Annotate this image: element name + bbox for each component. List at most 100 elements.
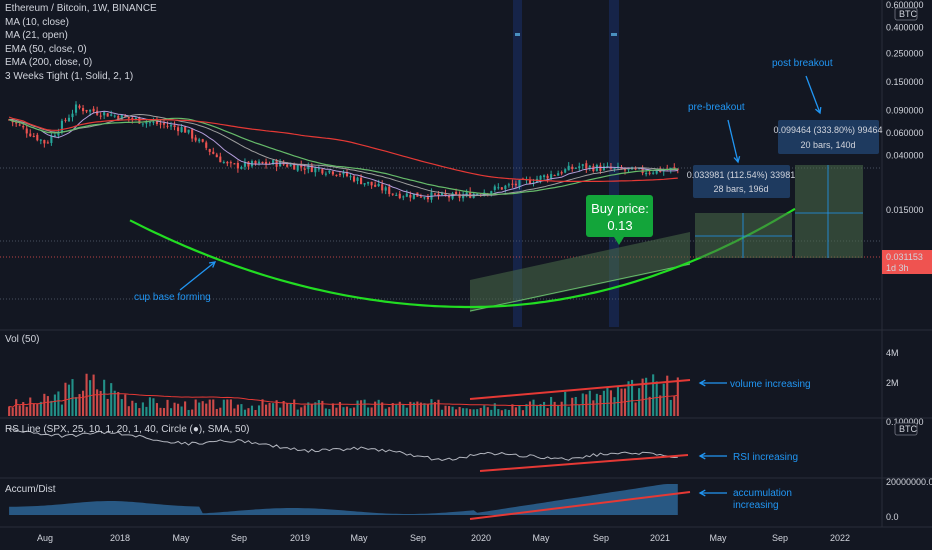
candle	[374, 184, 377, 187]
volume-bar	[370, 407, 373, 416]
candle	[581, 164, 584, 166]
candle	[627, 168, 630, 170]
candle	[447, 195, 451, 198]
candle	[296, 165, 299, 171]
candle	[60, 120, 63, 133]
volume-bar	[616, 385, 620, 416]
candle	[180, 127, 183, 132]
candle	[384, 187, 387, 191]
volume-bar	[648, 396, 651, 416]
candle	[152, 121, 155, 123]
candle	[134, 118, 137, 120]
volume-bar	[303, 405, 306, 416]
volume-bar	[588, 390, 591, 416]
volume-bar	[257, 405, 261, 416]
volume-bar	[89, 380, 92, 416]
volume-bar	[53, 394, 56, 416]
time-tick-label: Sep	[410, 533, 426, 543]
volume-bar	[447, 406, 451, 416]
rs-tick: 0.100000	[886, 417, 924, 427]
volume-tick-2m: 2M	[886, 378, 899, 388]
measure-box-pre	[695, 213, 792, 258]
candle	[279, 161, 282, 167]
price-tick-label: 0.060000	[886, 128, 924, 138]
ma21-line	[9, 113, 678, 197]
volume-bar	[342, 407, 345, 416]
candle	[240, 167, 243, 169]
indicator-3wt[interactable]: 3 Weeks Tight (1, Solid, 2, 1)	[5, 70, 134, 82]
indicator-ma10[interactable]: MA (10, close)	[5, 16, 69, 28]
volume-bar	[497, 409, 500, 416]
candle	[317, 168, 320, 170]
volume-bar	[289, 403, 292, 416]
volume-bar	[261, 399, 264, 416]
price-tick-label: 0.040000	[886, 151, 924, 161]
tight-band	[513, 0, 522, 327]
candle	[641, 167, 644, 174]
candle	[409, 194, 412, 198]
rs-pane-title[interactable]: RS Line (SPX, 25, 10, 1, 20, 1, 40, Circ…	[5, 424, 250, 435]
volume-bar	[11, 407, 14, 416]
volume-bar	[384, 408, 387, 416]
candle	[15, 122, 18, 124]
candle	[602, 166, 605, 171]
candle	[127, 116, 130, 119]
accum-label-line1: accumulation	[733, 488, 792, 499]
candle	[103, 112, 106, 116]
candle	[335, 174, 338, 176]
volume-bar	[173, 402, 176, 416]
accum-label-line2: increasing	[733, 500, 779, 511]
candle	[36, 134, 39, 141]
candle	[177, 127, 180, 132]
volume-bar	[352, 407, 356, 416]
cup-base-arrow	[179, 261, 216, 291]
volume-bar	[606, 386, 609, 416]
volume-bar	[525, 404, 528, 416]
candle	[342, 171, 345, 175]
volume-bar	[103, 379, 106, 416]
candle	[300, 164, 303, 168]
volume-bar	[8, 406, 11, 416]
volume-bar	[141, 402, 144, 416]
volume-bar	[416, 401, 419, 416]
volume-bar	[60, 404, 63, 416]
volume-bar	[57, 391, 60, 416]
candle	[518, 180, 521, 187]
candle	[25, 128, 28, 134]
volume-bar	[310, 404, 313, 416]
accum-tick-0: 0.0	[886, 512, 899, 522]
indicator-ma21[interactable]: MA (21, open)	[5, 30, 68, 41]
volume-bar	[585, 394, 588, 416]
volume-bar	[469, 409, 472, 416]
last-price-label: 0.031153	[886, 252, 923, 262]
candle	[22, 126, 25, 128]
volume-bar	[335, 407, 338, 416]
volume-bar	[511, 404, 514, 416]
time-tick-label: Aug	[37, 533, 53, 543]
ema200-line	[8, 116, 678, 183]
time-tick-label: 2021	[650, 533, 670, 543]
indicator-ema200[interactable]: EMA (200, close, 0)	[5, 57, 93, 68]
volume-bar	[493, 403, 496, 416]
volume-pane-title[interactable]: Vol (50)	[5, 334, 40, 345]
volume-bar	[500, 410, 503, 416]
volume-bar	[426, 404, 429, 416]
candle	[328, 170, 331, 173]
candle	[18, 124, 21, 126]
candle	[367, 181, 370, 184]
candle	[191, 129, 194, 139]
accum-pane-title[interactable]: Accum/Dist	[5, 484, 56, 495]
volume-bar	[557, 405, 560, 416]
volume-bar	[328, 409, 331, 416]
volume-bar	[184, 401, 187, 416]
indicator-ema50[interactable]: EMA (50, close, 0)	[5, 43, 87, 55]
cup-curve	[129, 207, 796, 309]
candle	[131, 117, 134, 120]
volume-bar	[349, 408, 352, 416]
candle	[50, 135, 53, 143]
volume-bar	[574, 396, 577, 416]
candle	[564, 169, 567, 173]
symbol-title[interactable]: Ethereum / Bitcoin, 1W, BINANCE	[5, 3, 157, 14]
volume-bar	[233, 408, 236, 416]
